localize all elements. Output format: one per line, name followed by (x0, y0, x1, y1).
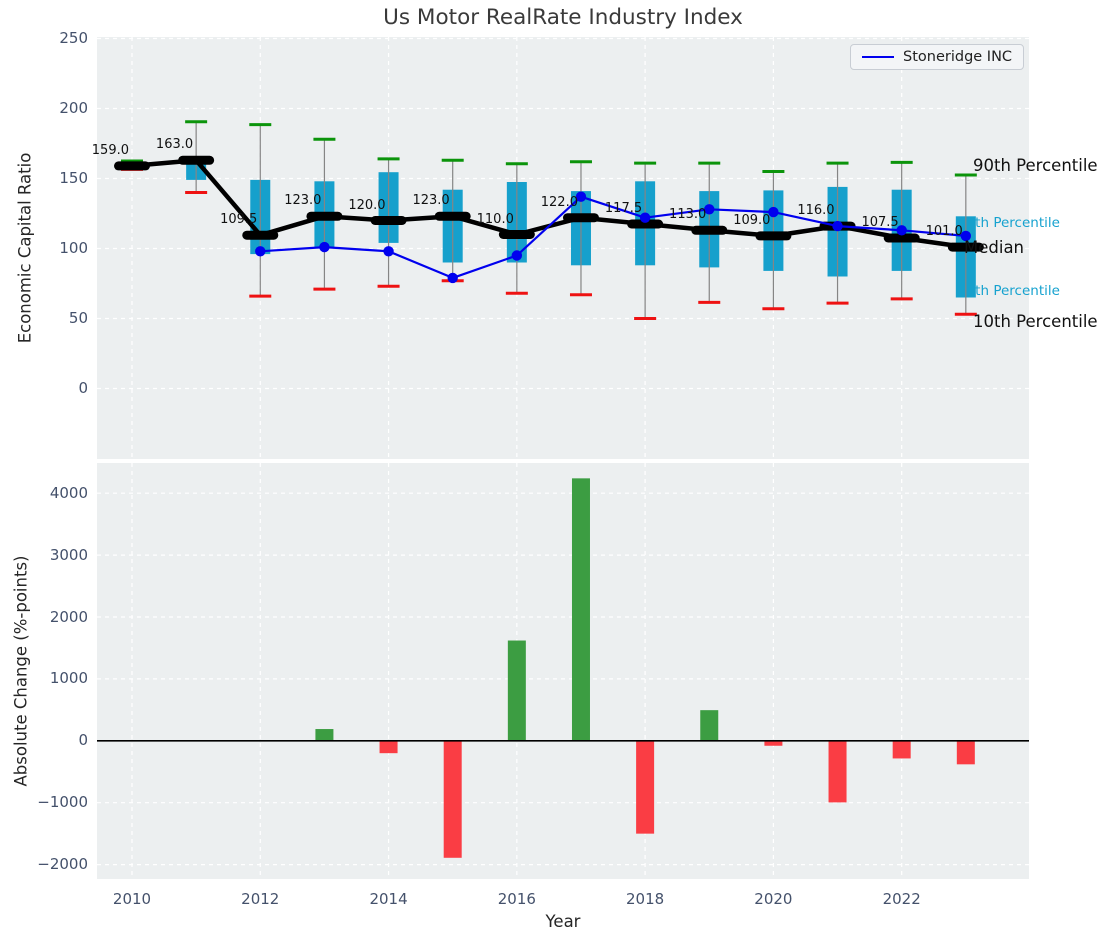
stoneridge-point-2023 (960, 230, 972, 242)
median-value-label-2019: 113.0 (669, 207, 707, 223)
top-y-axis-label: Economic Capital Ratio (15, 152, 35, 344)
percentile-label-10th: 10th Percentile (973, 312, 1098, 331)
median-marker-2018 (627, 219, 664, 229)
bottom-y-tick-2000: 2000 (49, 607, 88, 626)
stoneridge-line (260, 195, 966, 279)
bottom-y-tick-0: 0 (78, 731, 88, 750)
x-tick-2014: 2014 (369, 890, 408, 908)
median-value-label-2021: 116.0 (797, 203, 835, 219)
stoneridge-point-2019 (704, 204, 715, 215)
bottom-y-tick-4000: 4000 (49, 483, 88, 502)
median-value-label-2017: 122.0 (540, 194, 578, 210)
stoneridge-point-2014 (383, 246, 394, 257)
bar-2021 (828, 740, 847, 803)
bar-2023 (956, 740, 975, 765)
median-value-label-2022: 107.5 (861, 215, 899, 230)
percentile-label-75th: 75th Percentile (958, 215, 1060, 231)
median-value-label-2011: 163.0 (155, 137, 194, 153)
stoneridge-point-2021 (832, 220, 843, 232)
bar-2014 (379, 740, 398, 754)
legend: Stoneridge INC (850, 44, 1025, 70)
chart-title: Us Motor RealRate Industry Index (383, 5, 743, 30)
bottom-y-tick-3000: 3000 (49, 545, 88, 564)
percentile-label-90th: 90th Percentile (973, 156, 1098, 175)
top-y-tick-100: 100 (59, 239, 88, 257)
stoneridge-point-2017 (575, 191, 587, 202)
median-marker-2019 (691, 225, 728, 235)
stoneridge-point-2015 (447, 272, 458, 284)
bottom-y-tick--1000: −1000 (37, 793, 88, 812)
bar-2019 (700, 710, 719, 741)
x-tick-2020: 2020 (754, 890, 793, 908)
top-y-tick-0: 0 (78, 379, 88, 397)
x-tick-2012: 2012 (241, 890, 280, 908)
median-value-label-2015: 123.0 (412, 193, 450, 209)
median-value-label-2020: 109.0 (733, 212, 771, 228)
median-marker-2015 (434, 211, 471, 221)
top-y-tick-200: 200 (59, 99, 88, 117)
bottom-y-tick-1000: 1000 (49, 669, 88, 688)
median-marker-2011 (178, 155, 215, 165)
bar-2013 (315, 729, 334, 741)
bar-2015 (443, 740, 462, 858)
bar-2020 (764, 740, 783, 746)
median-marker-2016 (498, 230, 535, 239)
x-tick-2010: 2010 (112, 890, 152, 908)
bar-2017 (571, 478, 590, 741)
bottom-y-axis-label: Absolute Change (%-points) (11, 555, 31, 787)
bar-2022 (892, 740, 911, 759)
bar-2018 (636, 740, 655, 834)
median-value-label-2023: 101.0 (925, 224, 963, 240)
median-marker-2017 (562, 213, 599, 223)
median-marker-2014 (370, 216, 407, 225)
median-value-label-2014: 120.0 (348, 197, 386, 213)
legend-label: Stoneridge INC (903, 49, 1013, 65)
top-y-tick-50: 50 (68, 309, 88, 327)
top-y-tick-150: 150 (59, 169, 88, 187)
median-marker-2023 (947, 242, 984, 252)
median-value-label-2010: 159.0 (91, 142, 129, 158)
stoneridge-point-2020 (768, 206, 779, 218)
median-marker-2020 (755, 231, 792, 241)
percentile-label-25th: 25th Percentile (958, 283, 1060, 299)
median-value-label-2016: 110.0 (476, 211, 514, 227)
bar-2016 (507, 640, 526, 741)
stoneridge-point-2018 (639, 212, 651, 223)
median-marker-2010 (114, 161, 150, 171)
median-value-label-2013: 123.0 (284, 193, 322, 209)
median-value-label-2012: 109.5 (220, 212, 258, 228)
median-marker-2012 (242, 230, 279, 240)
top-y-tick-250: 250 (59, 29, 88, 47)
stoneridge-point-2013 (319, 241, 330, 253)
median-marker-2022 (883, 233, 920, 243)
legend-line-sample (862, 56, 894, 58)
stoneridge-point-2012 (255, 246, 266, 257)
median-marker-2013 (306, 211, 343, 221)
percentile-label-median: Median (964, 238, 1025, 257)
stoneridge-point-2016 (511, 250, 523, 261)
x-tick-2016: 2016 (497, 890, 536, 908)
x-axis-label: Year (545, 912, 581, 931)
stoneridge-point-2022 (896, 225, 907, 236)
x-tick-2022: 2022 (882, 890, 921, 908)
median-value-label-2018: 117.5 (604, 201, 643, 216)
bottom-y-tick--2000: −2000 (37, 855, 88, 874)
x-tick-2018: 2018 (626, 890, 665, 908)
bottom-plot-area (97, 463, 1029, 879)
